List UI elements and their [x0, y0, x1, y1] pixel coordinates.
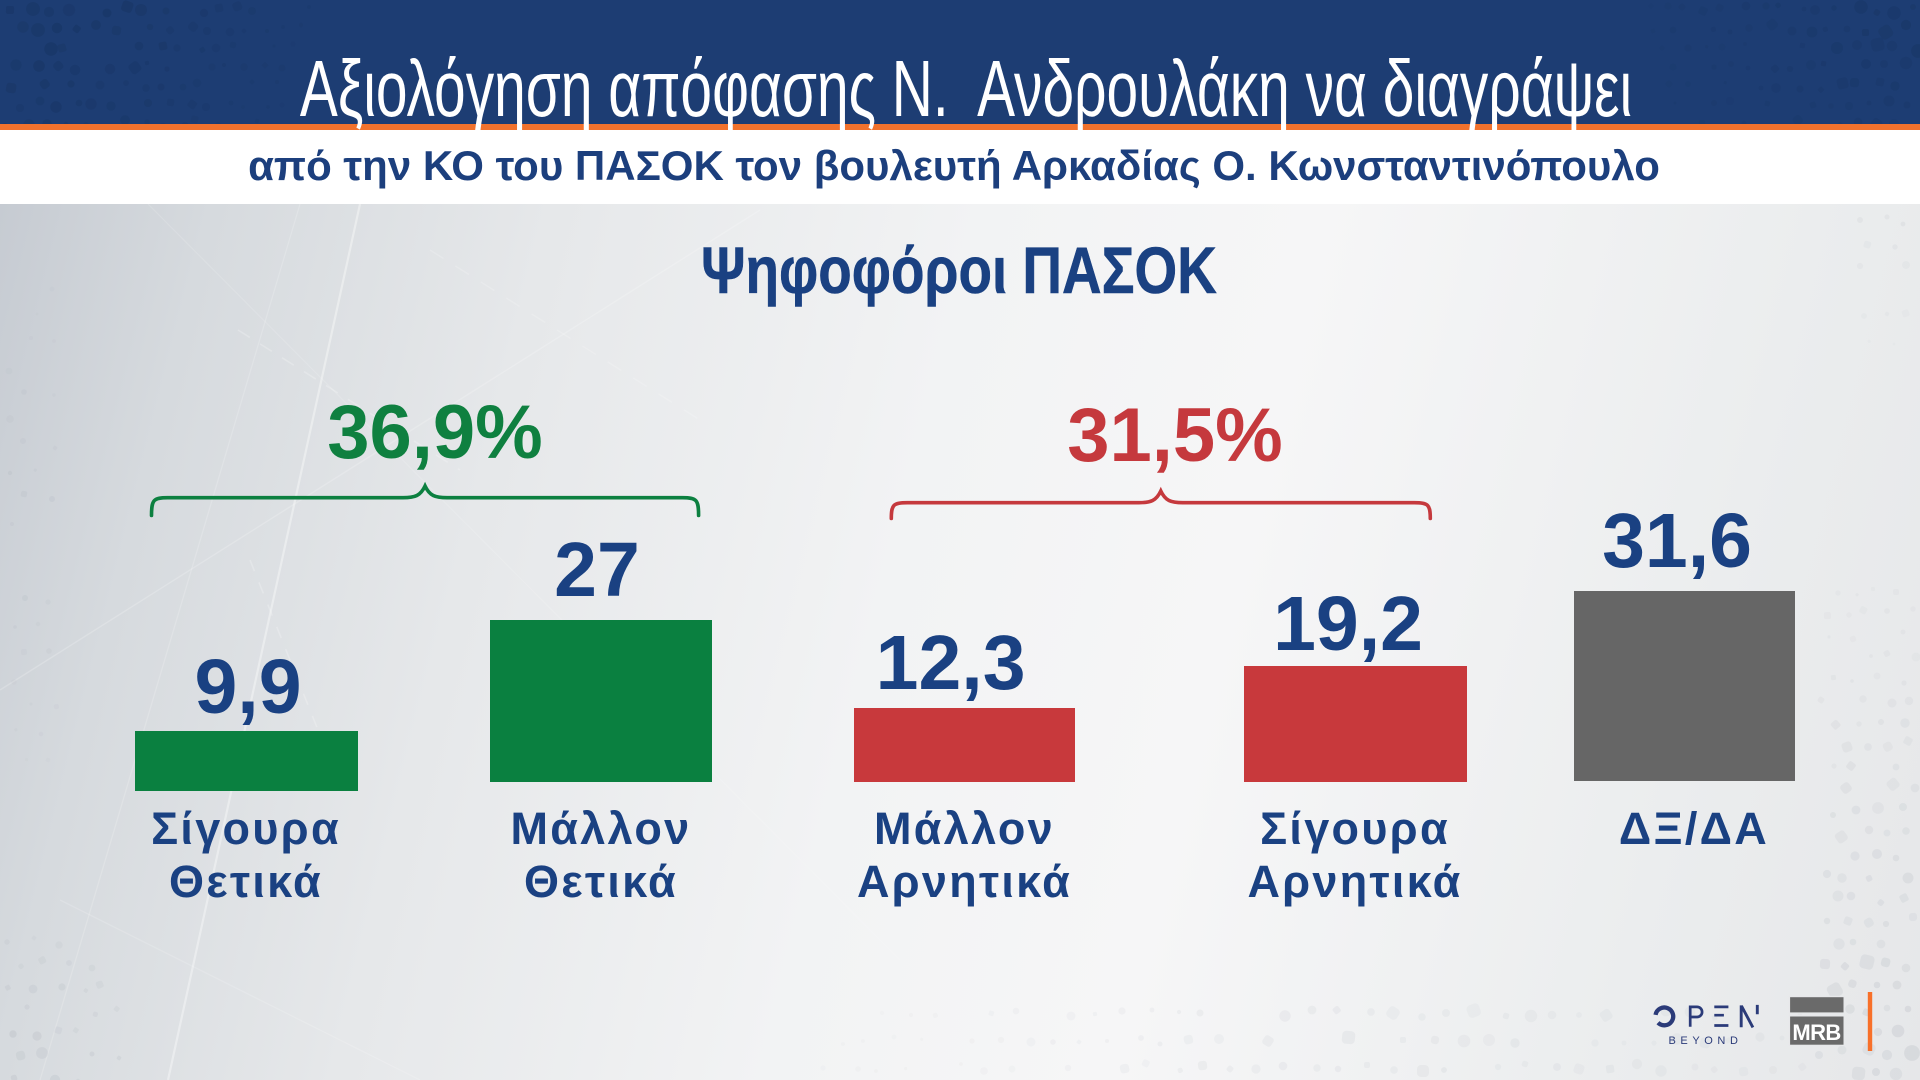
- svg-text:MRB: MRB: [1792, 1020, 1840, 1045]
- svg-text:BEYOND: BEYOND: [1668, 1035, 1742, 1047]
